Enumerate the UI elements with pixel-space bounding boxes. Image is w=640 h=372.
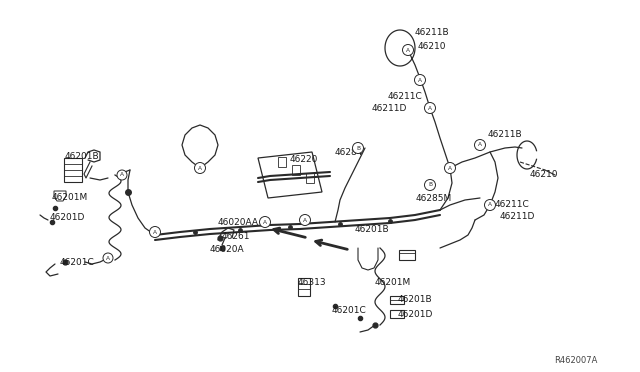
Text: A: A xyxy=(303,218,307,222)
Text: A: A xyxy=(488,202,492,208)
Text: 46211B: 46211B xyxy=(415,28,450,37)
Text: 46201D: 46201D xyxy=(398,310,433,319)
Text: 46261: 46261 xyxy=(222,232,250,241)
Circle shape xyxy=(445,163,456,173)
Text: A: A xyxy=(263,219,267,224)
Text: A: A xyxy=(478,142,482,148)
Bar xyxy=(298,278,310,296)
Bar xyxy=(390,310,404,318)
Text: 46211C: 46211C xyxy=(495,200,530,209)
Circle shape xyxy=(150,227,161,237)
Bar xyxy=(306,173,314,183)
Circle shape xyxy=(403,45,413,55)
Text: 46210: 46210 xyxy=(418,42,447,51)
Bar xyxy=(390,296,404,304)
Text: B: B xyxy=(428,183,432,187)
Circle shape xyxy=(484,199,495,211)
Text: 46201M: 46201M xyxy=(375,278,412,287)
Text: 46201C: 46201C xyxy=(332,306,367,315)
Bar xyxy=(292,165,300,175)
Text: A: A xyxy=(448,166,452,170)
Text: A: A xyxy=(198,166,202,170)
Text: 46220: 46220 xyxy=(290,155,318,164)
Circle shape xyxy=(424,103,435,113)
Text: 46020A: 46020A xyxy=(210,245,244,254)
Circle shape xyxy=(474,140,486,151)
Text: 46210: 46210 xyxy=(530,170,559,179)
Text: A: A xyxy=(120,173,124,177)
Text: 46201M: 46201M xyxy=(52,193,88,202)
Text: R462007A: R462007A xyxy=(554,356,597,365)
Text: 46201B: 46201B xyxy=(65,152,100,161)
Text: A: A xyxy=(428,106,432,110)
Circle shape xyxy=(259,217,271,228)
Circle shape xyxy=(103,253,113,263)
Text: 46211D: 46211D xyxy=(500,212,536,221)
Circle shape xyxy=(424,180,435,190)
Circle shape xyxy=(117,170,127,180)
Text: 46285M: 46285M xyxy=(416,194,452,203)
Circle shape xyxy=(300,215,310,225)
Text: A: A xyxy=(406,48,410,52)
Text: 46211C: 46211C xyxy=(388,92,423,101)
Text: 46020AA: 46020AA xyxy=(218,218,259,227)
Circle shape xyxy=(353,142,364,154)
Bar xyxy=(278,157,286,167)
Text: 46201C: 46201C xyxy=(60,258,95,267)
Text: 46313: 46313 xyxy=(298,278,326,287)
Text: 46211B: 46211B xyxy=(488,130,523,139)
Text: A: A xyxy=(106,256,110,260)
Text: 46201B: 46201B xyxy=(398,295,433,304)
Circle shape xyxy=(415,74,426,86)
Text: 46201D: 46201D xyxy=(50,213,85,222)
Bar xyxy=(399,250,415,260)
Text: 46211D: 46211D xyxy=(372,104,408,113)
Text: B: B xyxy=(356,145,360,151)
Circle shape xyxy=(195,163,205,173)
Text: A: A xyxy=(418,77,422,83)
Text: 46201B: 46201B xyxy=(355,225,390,234)
Text: A: A xyxy=(153,230,157,234)
Text: 46284: 46284 xyxy=(335,148,364,157)
Bar xyxy=(64,158,82,182)
